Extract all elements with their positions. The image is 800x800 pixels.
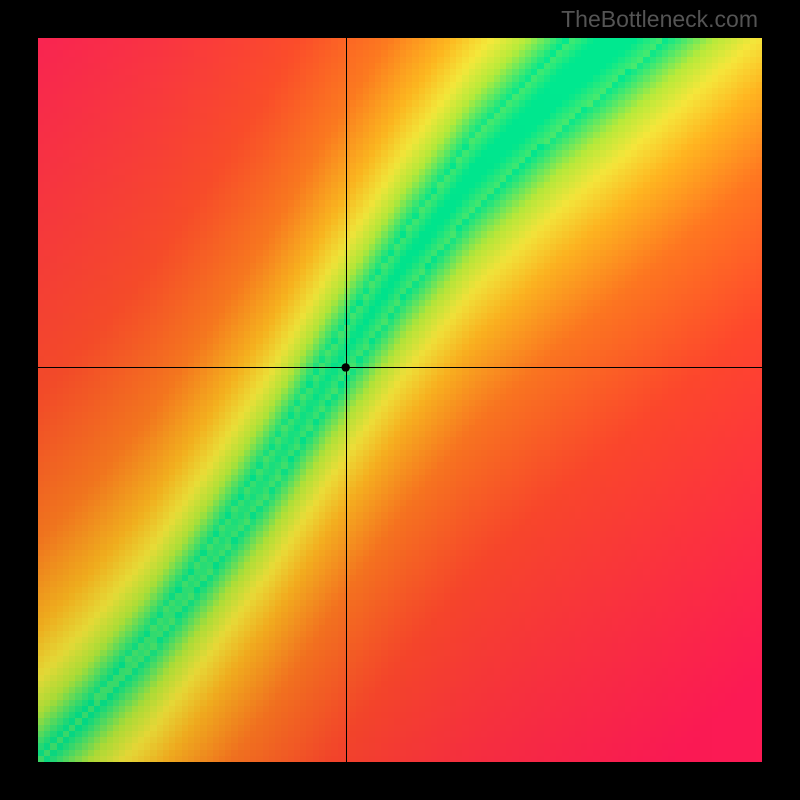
watermark-text: TheBottleneck.com <box>561 6 758 33</box>
